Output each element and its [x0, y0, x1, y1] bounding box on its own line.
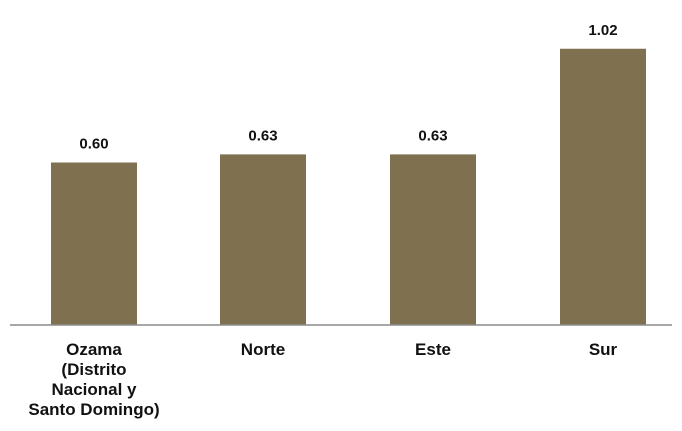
category-label-line: Norte: [241, 340, 285, 359]
value-label-norte: 0.63: [248, 127, 277, 144]
category-label-line: Ozama: [66, 340, 122, 359]
bar-sur: [560, 48, 646, 325]
bars-group: [51, 48, 646, 325]
category-label-line: Sur: [589, 340, 618, 359]
bar-ozama: [51, 162, 137, 325]
category-labels-group: Ozama (Distrito Nacional y Santo Domingo) No…: [28, 340, 617, 419]
value-label-ozama: 0.60: [79, 136, 108, 153]
category-label-line: Nacional y: [51, 380, 137, 399]
value-label-este: 0.63: [418, 127, 447, 144]
bar-norte: [220, 154, 306, 325]
category-label-line: (Distrito: [61, 360, 126, 379]
value-label-sur: 1.02: [588, 22, 617, 39]
category-label-este: Este: [415, 340, 451, 359]
category-label-line: Santo Domingo): [28, 400, 159, 419]
bar-este: [390, 154, 476, 325]
category-label-sur: Sur: [589, 340, 618, 359]
category-label-ozama: Ozama (Distrito Nacional y Santo Domingo): [28, 340, 159, 419]
value-labels-group: 0.60 0.63 0.63 1.02: [79, 22, 617, 153]
category-label-norte: Norte: [241, 340, 285, 359]
category-label-line: Este: [415, 340, 451, 359]
